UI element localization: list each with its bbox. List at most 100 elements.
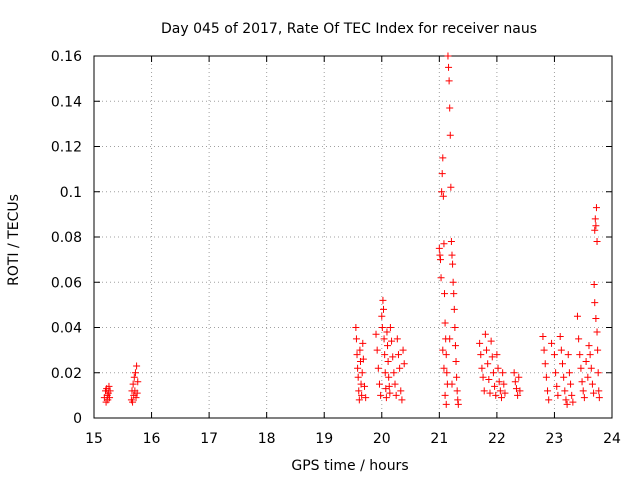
data-point [497,394,505,402]
data-point [133,362,141,370]
data-point [446,335,454,343]
data-point [591,215,599,223]
data-point [379,296,387,304]
data-point [484,360,492,368]
data-point [539,333,547,341]
y-axis-ticks: 0 0.02 0.04 0.06 0.08 0.1 0.12 0.14 0.16 [51,49,612,427]
data-point [374,364,382,372]
data-point [494,364,502,372]
data-point [439,154,447,162]
data-point [579,387,587,395]
data-point [493,351,501,359]
data-point [358,391,366,399]
data-point [580,394,588,402]
y-tick-label: 0.1 [60,185,82,201]
data-point [391,380,399,388]
data-point [441,290,449,298]
data-point [382,394,390,402]
y-tick-label: 0.12 [51,140,82,156]
data-point [399,346,407,354]
data-point [129,398,137,406]
data-point [436,256,444,264]
data-point [514,391,522,399]
data-point [352,324,360,331]
data-point [453,387,461,395]
y-tick-label: 0.02 [51,366,82,382]
data-point [575,335,583,343]
x-tick-label: 24 [603,431,621,447]
y-tick-label: 0.06 [51,275,82,291]
data-point [560,373,568,381]
data-point [400,360,408,368]
data-point [592,222,600,230]
data-point [438,188,446,196]
data-point [548,339,556,347]
data-point [578,378,586,386]
y-tick-label: 0.16 [51,49,82,65]
data-point [384,357,392,365]
x-tick-label: 19 [315,431,333,447]
data-point [594,369,602,377]
data-point [595,387,603,395]
data-point [592,314,600,322]
x-tick-label: 23 [546,431,564,447]
data-point [545,396,553,404]
data-point [553,382,561,390]
data-point [385,382,393,390]
data-point [440,364,448,372]
data-point [588,380,596,388]
data-point [587,364,595,372]
data-point [388,337,396,345]
data-point [444,52,452,60]
x-axis-label: GPS time / hours [291,458,408,474]
data-point [130,373,138,381]
data-point [352,335,360,343]
data-point [373,346,381,354]
data-point [435,244,443,252]
data-point [495,378,503,386]
data-point [134,378,142,386]
data-point [372,330,380,338]
data-point [591,299,599,307]
data-point [380,335,388,343]
data-point [573,312,581,320]
data-point [489,369,497,377]
data-point [488,353,496,361]
data-point [132,394,140,402]
data-point [501,389,509,397]
y-axis-label: ROTI / TECUs [6,194,22,286]
data-point [375,380,383,388]
y-tick-label: 0 [73,411,82,427]
data-point [541,360,549,368]
data-point [447,183,455,191]
data-point [106,387,114,395]
data-point [131,369,139,377]
data-point [445,77,453,85]
data-point [393,335,401,343]
data-point [550,351,558,359]
data-point [353,351,361,359]
data-point [439,346,447,354]
data-point [451,342,459,350]
data-point [479,373,487,381]
x-tick-label: 16 [143,431,161,447]
y-tick-label: 0.04 [51,321,82,337]
data-point [437,274,445,282]
data-point [105,382,113,390]
data-point [355,396,363,404]
data-point [385,373,393,381]
data-point [381,369,389,377]
data-point [397,387,405,395]
data-point [442,351,450,359]
data-point [595,394,603,402]
data-point [443,369,451,377]
data-point [378,312,386,320]
data-point [354,364,362,372]
data-point [594,346,602,354]
y-tick-label: 0.08 [51,230,82,246]
data-point [436,251,444,259]
x-tick-label: 21 [430,431,448,447]
data-point [481,330,489,338]
data-point [565,369,573,377]
